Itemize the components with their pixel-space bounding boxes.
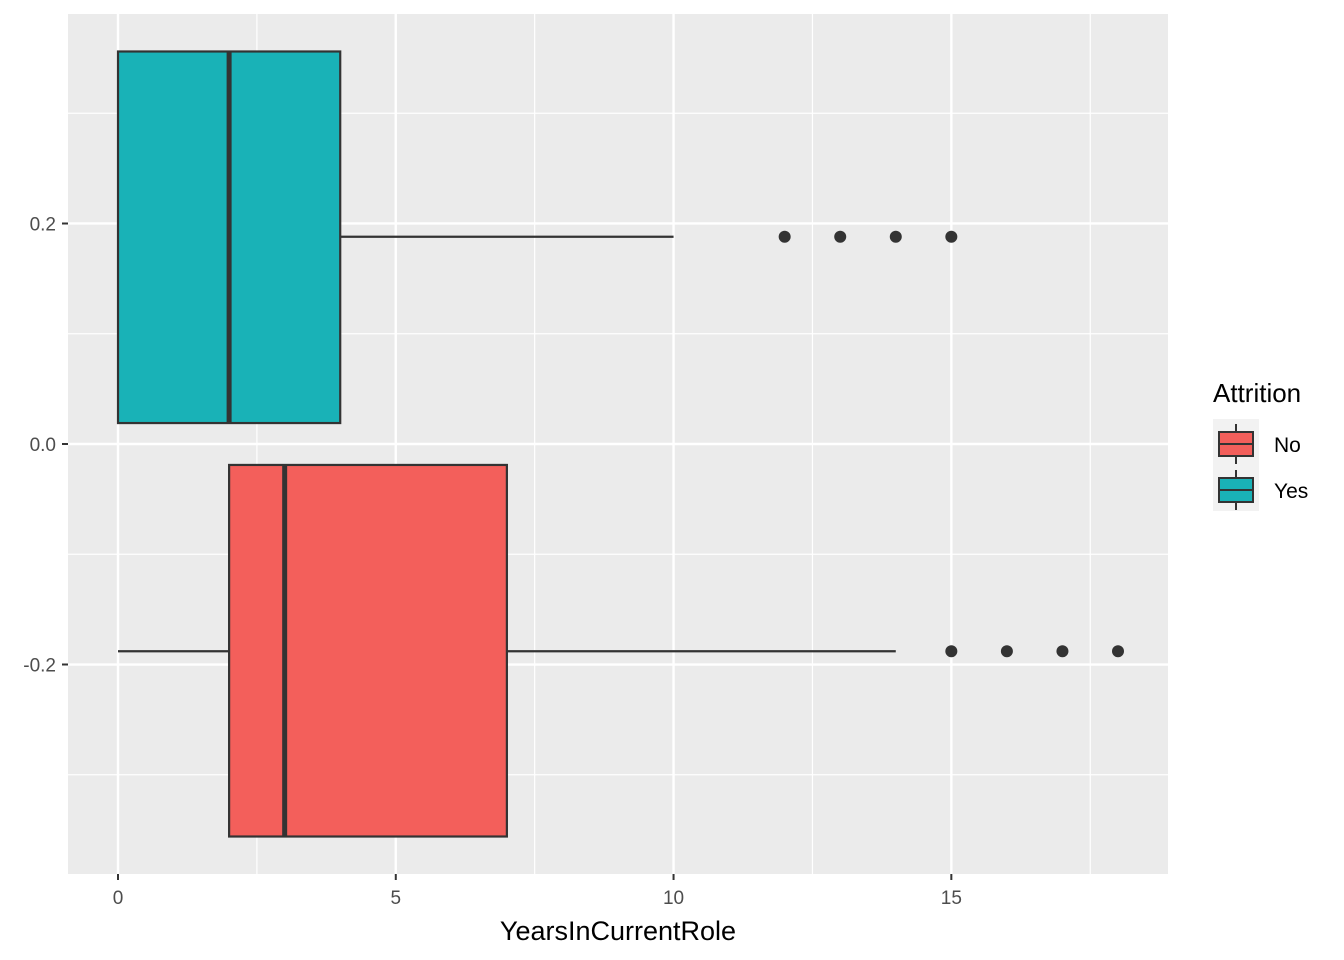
y-tick-label: -0.2 bbox=[23, 656, 56, 677]
outlier-point bbox=[889, 230, 902, 243]
box-no bbox=[118, 463, 1124, 838]
x-tick-label: 10 bbox=[663, 888, 684, 909]
box-yes bbox=[116, 50, 958, 425]
outlier-point bbox=[1056, 645, 1069, 658]
y-tick-label: 0.0 bbox=[30, 435, 56, 456]
y-tick-label: 0.2 bbox=[30, 214, 56, 235]
legend: Attrition No Yes bbox=[1213, 378, 1308, 511]
x-axis-label: YearsInCurrentRole bbox=[500, 916, 736, 946]
boxes bbox=[116, 50, 1124, 838]
axes: 0 5 10 15 -0.2 0.0 0.2 bbox=[23, 214, 962, 909]
outlier-point bbox=[1000, 645, 1013, 658]
legend-label: Yes bbox=[1274, 480, 1308, 503]
x-tick-label: 15 bbox=[941, 888, 962, 909]
box-iqr bbox=[228, 463, 508, 838]
outlier-point bbox=[834, 230, 847, 243]
outlier-point bbox=[945, 645, 958, 658]
outlier-point bbox=[778, 230, 791, 243]
x-tick-label: 5 bbox=[390, 888, 401, 909]
outlier-point bbox=[1112, 645, 1124, 658]
outlier-point bbox=[945, 230, 958, 243]
x-tick-label: 0 bbox=[113, 888, 124, 909]
legend-label: No bbox=[1274, 434, 1301, 457]
legend-title: Attrition bbox=[1213, 378, 1301, 408]
